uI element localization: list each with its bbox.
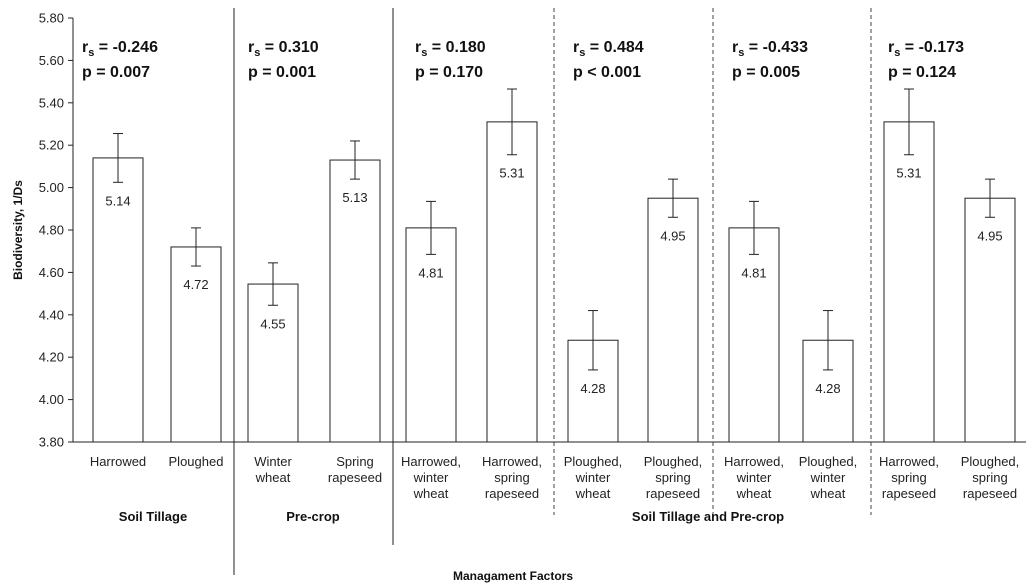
p-value-annotation: p = 0.005 (732, 64, 800, 81)
bar-value-label: 5.31 (896, 166, 921, 181)
x-category-label: spring (891, 470, 926, 485)
x-category-label: Ploughed, (799, 454, 858, 469)
y-tick-label: 4.60 (39, 265, 64, 280)
group-label: Soil Tillage (119, 509, 187, 524)
rs-value: = 0.484 (585, 39, 643, 56)
x-category-label: rapeseed (485, 486, 539, 501)
rs-symbol: r (82, 39, 88, 56)
y-axis-title: Biodiversity, 1/Ds (11, 180, 25, 280)
p-value-annotation: p = 0.001 (248, 64, 316, 81)
x-category-label: Harrowed, (482, 454, 542, 469)
x-category-label: Ploughed, (644, 454, 703, 469)
group-label: Soil Tillage and Pre-crop (632, 509, 784, 524)
y-tick-label: 4.40 (39, 307, 64, 322)
y-tick-label: 5.60 (39, 53, 64, 68)
rs-annotation: rs = -0.433 (732, 39, 808, 59)
y-tick-label: 3.80 (39, 435, 64, 450)
rs-annotation: rs = 0.484 (573, 39, 644, 59)
rs-subscript: s (579, 47, 585, 59)
x-category-label: Ploughed, (564, 454, 623, 469)
x-category-label: Harrowed, (724, 454, 784, 469)
x-category-label: spring (655, 470, 690, 485)
x-category-label: wheat (413, 486, 449, 501)
bar-value-label: 5.13 (342, 190, 367, 205)
rs-annotation: rs = 0.310 (248, 39, 319, 59)
rs-annotation: rs = -0.173 (888, 39, 964, 59)
rs-symbol: r (732, 39, 738, 56)
bar (329, 159, 381, 443)
x-category-label: rapeseed (646, 486, 700, 501)
rs-subscript: s (894, 47, 900, 59)
rs-symbol: r (415, 39, 421, 56)
x-category-label: wheat (255, 470, 291, 485)
p-value-annotation: p = 0.170 (415, 64, 483, 81)
y-tick-label: 5.20 (39, 138, 64, 153)
x-category-label: Ploughed (169, 454, 224, 469)
bar (883, 121, 935, 443)
bar-value-label: 4.95 (977, 228, 1002, 243)
rs-value: = -0.173 (900, 39, 964, 56)
y-tick-label: 5.80 (39, 11, 64, 26)
rs-symbol: r (573, 39, 579, 56)
bar-value-label: 4.28 (815, 381, 840, 396)
rs-annotation: rs = 0.180 (415, 39, 486, 59)
bar-value-label: 4.55 (260, 316, 285, 331)
rs-value: = -0.246 (94, 39, 158, 56)
y-tick-label: 4.00 (39, 392, 64, 407)
y-tick-label: 4.80 (39, 223, 64, 238)
x-category-label: winter (575, 470, 611, 485)
x-category-label: wheat (575, 486, 611, 501)
bar (964, 197, 1016, 443)
x-category-label: winter (413, 470, 449, 485)
x-category-label: wheat (810, 486, 846, 501)
rs-value: = -0.433 (744, 39, 808, 56)
x-category-label: winter (736, 470, 772, 485)
x-category-label: Harrowed, (879, 454, 939, 469)
bar-value-label: 5.31 (499, 166, 524, 181)
group-label: Pre-crop (286, 509, 340, 524)
x-category-label: rapeseed (328, 470, 382, 485)
x-category-label: spring (972, 470, 1007, 485)
x-category-label: rapeseed (882, 486, 936, 501)
p-value-annotation: p = 0.007 (82, 64, 150, 81)
rs-annotation: rs = -0.246 (82, 39, 158, 59)
x-category-label: Harrowed (90, 454, 146, 469)
p-value-annotation: p < 0.001 (573, 64, 641, 81)
x-category-label: spring (494, 470, 529, 485)
x-category-label: winter (810, 470, 846, 485)
rs-subscript: s (254, 47, 260, 59)
y-tick-label: 4.20 (39, 350, 64, 365)
y-tick-label: 5.40 (39, 95, 64, 110)
rs-subscript: s (88, 47, 94, 59)
p-value-annotation: p = 0.124 (888, 64, 956, 81)
bar (247, 283, 299, 443)
rs-value: = 0.180 (427, 39, 485, 56)
x-category-label: wheat (736, 486, 772, 501)
x-category-label: Winter (254, 454, 292, 469)
bar-value-label: 4.95 (660, 228, 685, 243)
bar-value-label: 5.14 (105, 193, 130, 208)
x-axis-title: Managament Factors (453, 569, 573, 583)
bar (170, 246, 222, 443)
bar-value-label: 4.72 (183, 277, 208, 292)
bar (728, 227, 780, 443)
rs-subscript: s (738, 47, 744, 59)
rs-value: = 0.310 (260, 39, 318, 56)
x-category-label: rapeseed (963, 486, 1017, 501)
x-category-label: Ploughed, (961, 454, 1020, 469)
bar (486, 121, 538, 443)
rs-subscript: s (421, 47, 427, 59)
bar-value-label: 4.81 (741, 265, 766, 280)
bar (647, 197, 699, 443)
bar (405, 227, 457, 443)
y-tick-label: 5.00 (39, 180, 64, 195)
bar-value-label: 4.28 (580, 381, 605, 396)
x-category-label: Spring (336, 454, 374, 469)
x-category-label: Harrowed, (401, 454, 461, 469)
rs-symbol: r (248, 39, 254, 56)
rs-symbol: r (888, 39, 894, 56)
bar-value-label: 4.81 (418, 265, 443, 280)
